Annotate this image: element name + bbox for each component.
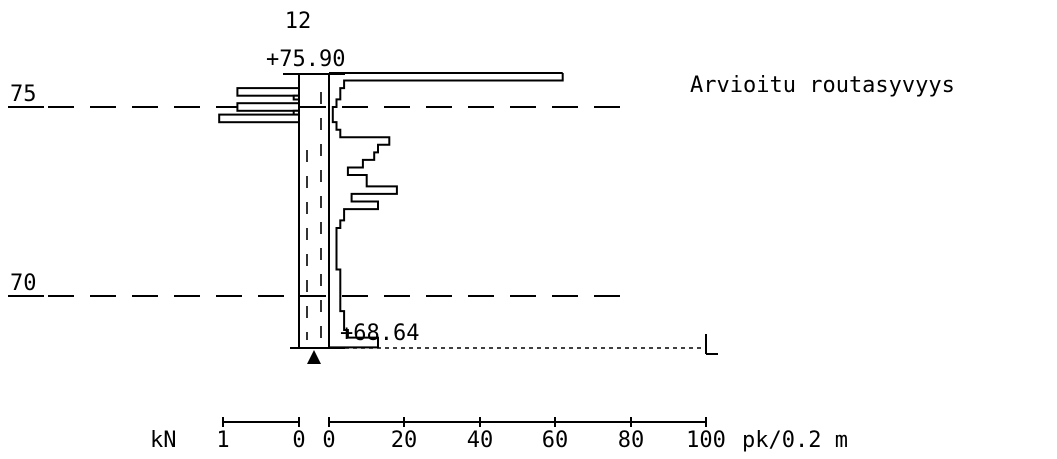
elevation-label-70: 70 (10, 271, 37, 296)
bottom-elevation-label: +68.64 (340, 321, 419, 346)
pk-tick-label-40: 40 (467, 428, 494, 453)
pk-tick-label-80: 80 (618, 428, 645, 453)
kn-bar-1 (292, 94, 301, 101)
elevation-line-75: 75 (8, 82, 620, 108)
pk-tick-label-0: 0 (322, 428, 335, 453)
pk-tick-label-60: 60 (542, 428, 569, 453)
kn-tick-label-0: 0 (292, 428, 305, 453)
bottom-scale: kN 1 0 0 20 40 60 80 100 pk/0.2 m (150, 417, 848, 453)
stop-marker-icon (307, 350, 321, 364)
elevation-line-70: 70 (8, 271, 620, 297)
point-id: 12 (285, 9, 312, 34)
kn-bar-4 (218, 113, 300, 124)
top-elevation-label: +75.90 (266, 47, 345, 72)
kn-bars (218, 87, 301, 124)
kn-bar-0 (236, 87, 300, 97)
kn-bar-2 (236, 102, 300, 112)
pk-axis-unit: pk/0.2 m (742, 428, 848, 453)
pk-tick-label-100: 100 (686, 428, 726, 453)
elevation-label-75: 75 (10, 82, 37, 107)
pk-profile-line (329, 73, 564, 349)
kn-tick-label-1: 1 (216, 428, 229, 453)
kn-axis-label: kN (150, 428, 177, 453)
frost-depth-label: Arvioitu routasyvyys (690, 73, 955, 98)
pk-tick-label-20: 20 (391, 428, 418, 453)
